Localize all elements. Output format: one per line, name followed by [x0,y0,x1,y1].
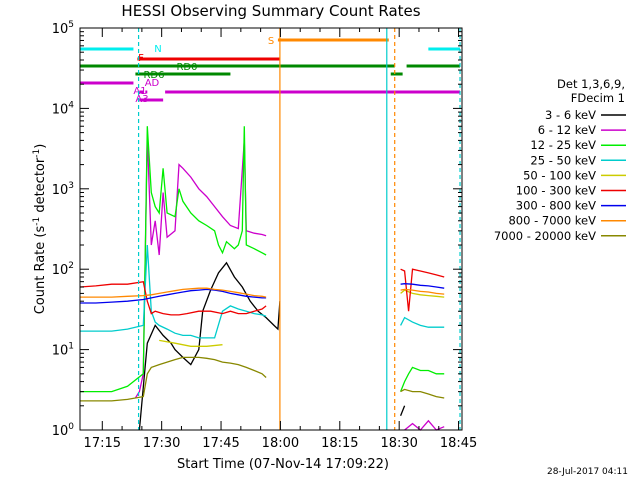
plot-frame [79,27,463,431]
x-tick-label: 17:45 [202,436,239,451]
y-tick-base: 10 [52,22,69,37]
series-line-8 [80,356,445,402]
y-axis-label-mid: detector [33,157,48,217]
status-label-rd6: RD6 [143,70,164,81]
y-tick-exponent: 5 [68,20,74,30]
y-axis-label-exp2: -1 [32,149,42,158]
legend-title-line-2: FDecim 1 [571,91,625,105]
status-label-s: S [268,36,274,47]
legend-label-6: 300 - 800 keV [516,199,596,213]
y-axis-label: Count Rate (s-1 detector-1) [32,144,48,315]
y-axis-label-exp1: -1 [32,217,42,226]
y-tick-exponent: 0 [68,422,74,432]
legend-label-3: 25 - 50 keV [530,153,596,167]
y-tick-exponent: 1 [68,342,74,352]
y-tick-exponent: 3 [68,181,74,191]
x-tick-label: 18:45 [440,436,477,451]
timestamp: 28-Jul-2017 04:11 [547,467,628,477]
status-label-ad: AD [145,78,160,89]
series-line-3 [80,244,445,339]
legend-label-4: 50 - 100 keV [523,168,596,182]
y-tick-label: 102 [52,261,74,278]
series-line-7 [80,287,445,298]
x-tick-label: 18:30 [380,436,417,451]
status-label-a3: A3 [135,94,148,105]
y-tick-label: 105 [52,20,74,37]
chart-title: HESSI Observing Summary Count Rates [121,2,420,20]
vertical-markers [137,28,461,430]
series-line-6 [80,283,445,304]
status-label-rd0: RD0 [176,62,197,73]
legend-label-5: 100 - 300 keV [516,184,596,198]
x-axis-label: Start Time (07-Nov-14 17:09:22) [177,457,389,472]
y-tick-base: 10 [52,424,69,439]
legend-label-7: 800 - 7000 keV [508,214,596,228]
y-axis-label-end: ) [33,144,48,149]
x-tick-label: 17:30 [143,436,180,451]
y-tick-label: 100 [52,422,75,439]
y-tick-exponent: 4 [68,100,74,110]
x-tick-label: 18:00 [262,436,299,451]
series-line-2 [80,126,445,393]
legend-label-1: 6 - 12 keV [538,123,596,137]
legend-label-0: 3 - 6 keV [545,108,596,122]
y-tick-base: 10 [52,183,69,198]
y-tick-label: 101 [52,342,74,359]
y-tick-base: 10 [52,263,69,278]
series-line-4 [159,289,445,347]
x-tick-label: 18:15 [321,436,358,451]
status-label-n: N [154,44,161,55]
y-tick-base: 10 [52,102,69,117]
y-axis-label-main: Count Rate (s [33,226,48,315]
y-tick-label: 104 [52,100,75,117]
series-line-5 [79,268,445,316]
y-tick-exponent: 2 [68,261,74,271]
legend-label-2: 12 - 25 keV [530,138,596,152]
status-label-a1: A1 [133,86,146,97]
legend-title-line-1: Det 1,3,6,9, [557,77,625,91]
x-tick-label: 17:15 [84,436,121,451]
legend-label-8: 7000 - 20000 keV [494,229,596,243]
y-tick-base: 10 [52,344,69,359]
series-layer [79,126,445,431]
status-label-f: F [138,53,144,64]
y-tick-label: 103 [52,181,74,198]
